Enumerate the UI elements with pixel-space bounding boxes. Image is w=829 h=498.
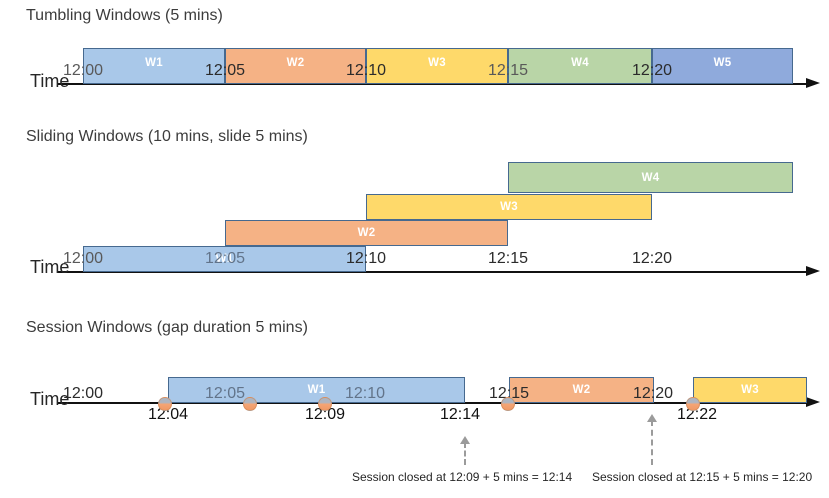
event-dot	[318, 397, 332, 411]
window-label: W4	[641, 171, 660, 184]
tumbling-time-axis-label: Time	[30, 71, 70, 91]
window-label: W5	[713, 57, 732, 69]
window-bar-w3: W3	[366, 48, 508, 84]
tumbling-title: Tumbling Windows (5 mins)	[26, 7, 223, 24]
event-time-label: 12:14	[439, 406, 481, 423]
tick-label: 12:00	[62, 62, 104, 79]
window-bar-w2: W2	[225, 220, 508, 246]
window-bar-w3: W3	[693, 377, 807, 403]
window-bar-w2: W2	[225, 48, 366, 84]
dashed-arrow-up-icon	[460, 436, 470, 444]
window-label: W3	[500, 201, 518, 213]
window-label: W1	[307, 384, 326, 396]
dashed-arrow-line	[651, 420, 653, 465]
session-time-axis-label: Time	[30, 389, 70, 409]
window-bar-w5: W5	[652, 48, 793, 84]
tick-label: 12:15	[488, 385, 530, 402]
session-axis-arrowhead-icon	[806, 397, 820, 407]
tick-label: 12:20	[631, 62, 673, 79]
event-dot	[501, 397, 515, 411]
sliding-time-axis	[57, 271, 807, 273]
event-dot	[158, 397, 172, 411]
tumbling-axis-arrowhead-icon	[806, 78, 820, 88]
window-label: W1	[145, 57, 163, 69]
window-bar-w4: W4	[508, 162, 793, 193]
session-title: Session Windows (gap duration 5 mins)	[26, 319, 308, 336]
tick-label: 12:10	[344, 385, 386, 402]
sliding-time-axis-label: Time	[30, 257, 70, 277]
tick-label: 12:00	[62, 250, 104, 267]
window-label: W2	[286, 57, 305, 69]
tick-label: 12:05	[204, 62, 246, 79]
tick-label: 12:10	[345, 62, 387, 79]
window-label: W3	[741, 384, 759, 396]
window-bar-w4: W4	[508, 48, 652, 84]
session-closed-annotation: Session closed at 12:15 + 5 mins = 12:20	[592, 470, 813, 484]
window-label: W2	[572, 384, 591, 396]
tick-label: 12:05	[204, 250, 246, 267]
tick-label: 12:10	[345, 250, 387, 267]
tick-label: 12:15	[487, 250, 529, 267]
window-label: W4	[571, 57, 589, 69]
window-label: W1	[215, 253, 234, 265]
event-time-label: 12:04	[147, 406, 189, 423]
event-time-label: 12:09	[304, 406, 346, 423]
tick-label: 12:15	[487, 62, 529, 79]
dashed-arrow-up-icon	[647, 414, 657, 422]
session-time-axis	[57, 402, 807, 404]
window-bar-w3: W3	[366, 194, 652, 220]
window-bar-w2: W2	[509, 377, 654, 403]
dashed-arrow-line	[464, 442, 466, 465]
event-dot	[686, 397, 700, 411]
window-bar-w1: W1	[168, 377, 465, 403]
window-bar-w1: W1	[83, 246, 366, 272]
event-time-label: 12:22	[676, 406, 718, 423]
sliding-axis-arrowhead-icon	[806, 266, 820, 276]
tick-label: 12:05	[204, 385, 246, 402]
tick-label: 12:00	[62, 385, 104, 402]
window-bar-w1: W1	[83, 48, 225, 84]
event-dot	[243, 397, 257, 411]
tumbling-time-axis	[57, 83, 807, 85]
window-label: W2	[357, 227, 376, 239]
window-label: W3	[428, 57, 446, 69]
tick-label: 12:20	[631, 250, 673, 267]
sliding-title: Sliding Windows (10 mins, slide 5 mins)	[26, 128, 308, 145]
tick-label: 12:20	[632, 385, 674, 402]
session-closed-annotation: Session closed at 12:09 + 5 mins = 12:14	[352, 470, 573, 484]
